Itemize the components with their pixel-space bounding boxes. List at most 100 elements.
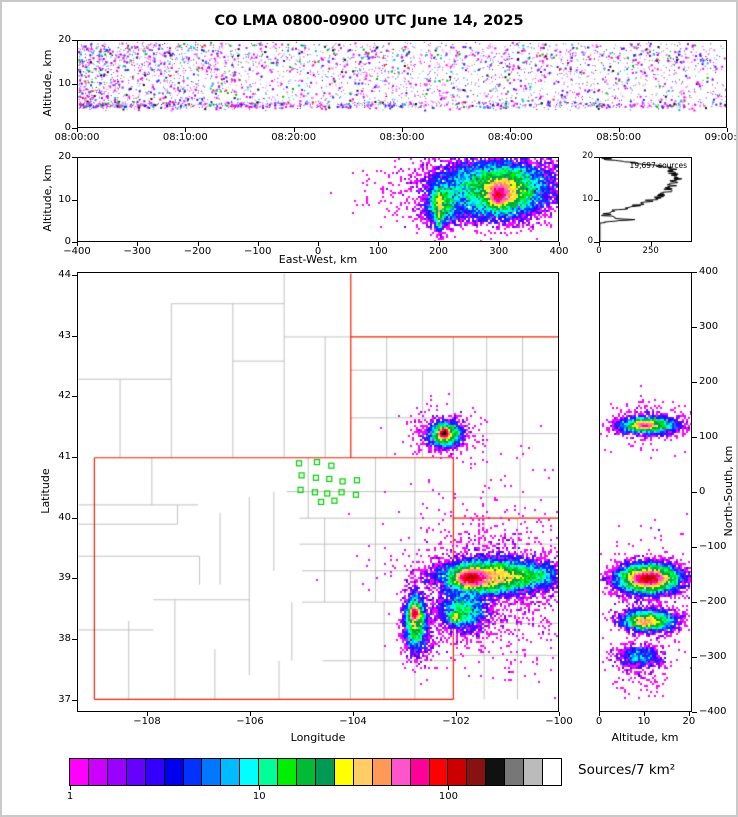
tick-mark (72, 128, 77, 129)
tick-label: 10 (582, 193, 593, 204)
tick-label: 08:20:00 (271, 132, 317, 143)
tick-label: −200 (183, 246, 212, 257)
tick-label: 20 (582, 151, 593, 161)
tick-mark (197, 242, 199, 246)
tick-label: 0 (595, 716, 603, 727)
tick-label: −100 (545, 716, 573, 727)
tick-mark (77, 128, 78, 132)
tick-mark (498, 242, 500, 246)
colorbar-segment (258, 758, 279, 786)
tick-label: −100 (244, 246, 272, 257)
tick-label: 39 (58, 572, 71, 584)
tick-label: 08:10:00 (162, 132, 208, 143)
tick-label: 09:00:00 (704, 132, 737, 143)
colorbar-segment (333, 758, 354, 786)
eastwest-height-panel (77, 157, 559, 242)
tick-mark (692, 602, 697, 603)
tick-label: −300 (699, 651, 727, 662)
tick-mark (692, 712, 697, 713)
tick-mark (692, 327, 697, 328)
tick-label: 44 (58, 269, 71, 281)
colorbar-segment (296, 758, 316, 786)
map-panel (77, 272, 559, 712)
tick-mark (72, 457, 77, 459)
figure-title: CO LMA 0800-0900 UTC June 14, 2025 (214, 13, 524, 29)
tick-mark (77, 242, 78, 246)
tick-mark (692, 657, 697, 658)
tick-label: 42 (58, 390, 71, 402)
tick-mark (692, 437, 697, 438)
eastwest-height-canvas (78, 158, 558, 241)
tick-mark (72, 275, 77, 277)
tick-mark (293, 128, 295, 132)
tick-mark (378, 242, 380, 246)
colorbar-segment (163, 758, 184, 786)
tick-label: 41 (58, 451, 71, 463)
colorbar (69, 758, 562, 786)
tick-mark (137, 242, 139, 246)
colorbar-segment (542, 758, 562, 786)
map-xlabel: Longitude (290, 731, 346, 744)
tick-mark (448, 786, 450, 790)
tick-label: 200 (699, 376, 719, 387)
tick-mark (456, 712, 457, 716)
tick-mark (643, 712, 645, 716)
altitude-histogram-canvas (600, 158, 691, 241)
tick-label: 0 (64, 236, 71, 247)
tick-mark (559, 712, 560, 716)
colorbar-segment (182, 758, 203, 786)
tick-mark (72, 40, 77, 41)
colorbar-segment (69, 758, 89, 786)
colorbar-segment (125, 758, 146, 786)
tick-label: 10 (252, 791, 266, 802)
tick-label: 0 (64, 122, 71, 133)
tick-mark (594, 199, 599, 201)
colorbar-segment (239, 758, 260, 786)
tick-mark (692, 382, 697, 383)
tick-label: 08:00:00 (54, 132, 100, 143)
tick-label: 200 (428, 246, 449, 257)
colorbar-segment (144, 758, 165, 786)
tick-mark (72, 157, 77, 158)
tick-mark (259, 786, 261, 790)
tick-mark (594, 157, 599, 158)
tick-label: 20 (58, 34, 71, 45)
colorbar-segment (314, 758, 335, 786)
tick-mark (692, 492, 697, 493)
tick-mark (250, 712, 252, 716)
tick-label: −400 (63, 246, 91, 257)
tick-label: 400 (549, 246, 569, 257)
tick-label: −104 (339, 716, 367, 727)
tick-mark (72, 335, 77, 337)
eastwest-xlabel: East-West, km (278, 253, 358, 266)
tick-label: 08:30:00 (379, 132, 425, 143)
tick-label: 40 (58, 511, 71, 523)
tick-label: 10 (58, 78, 71, 89)
tick-label: 0 (699, 486, 706, 497)
tick-label: 10 (637, 716, 651, 727)
tick-label: 100 (368, 246, 388, 257)
colorbar-segment (87, 758, 108, 786)
tick-mark (727, 128, 728, 132)
tick-mark (599, 712, 600, 716)
tick-label: 250 (642, 246, 659, 256)
tick-mark (353, 712, 355, 716)
tick-label: 100 (438, 791, 458, 802)
tick-label: −300 (123, 246, 151, 257)
tick-label: −102 (442, 716, 470, 727)
tick-mark (72, 84, 77, 85)
tick-mark (257, 242, 259, 246)
tick-label: −100 (699, 541, 727, 552)
colorbar-segment (352, 758, 373, 786)
tick-mark (72, 242, 77, 243)
tick-label: −106 (236, 716, 264, 727)
tick-label: 08:50:00 (596, 132, 642, 143)
colorbar-segment (504, 758, 525, 786)
colorbar-label: Sources/7 km² (578, 762, 676, 778)
tick-mark (559, 242, 560, 246)
tick-mark (147, 712, 149, 716)
tick-mark (72, 517, 77, 519)
tick-mark (618, 128, 620, 132)
colorbar-segment (485, 758, 506, 786)
